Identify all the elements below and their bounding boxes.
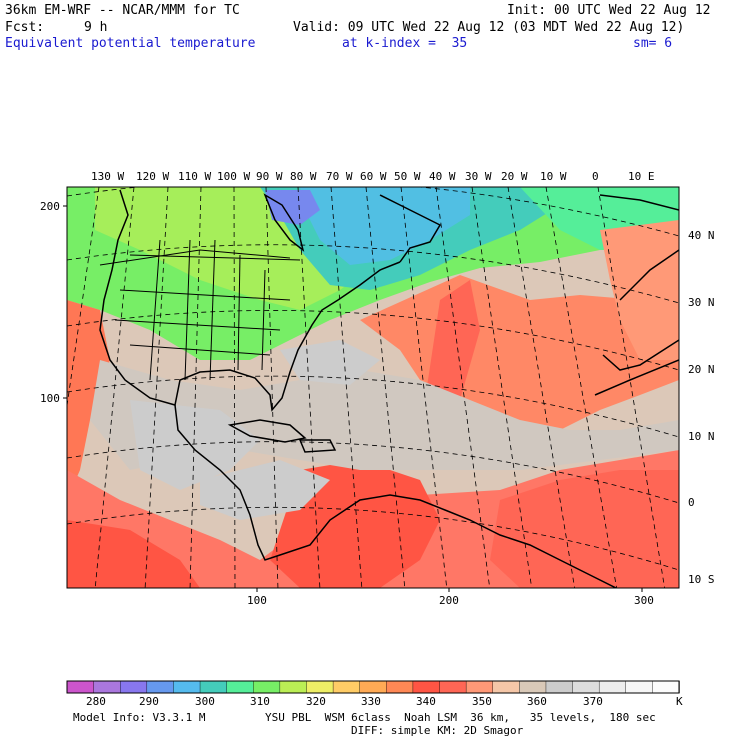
colorbar-label: 360 xyxy=(527,695,547,708)
lon-label: 10 E xyxy=(628,170,655,183)
physics-line-1: YSU PBL WSM 6class Noah LSM 36 km, 35 le… xyxy=(265,711,656,724)
lon-label: 30 W xyxy=(465,170,492,183)
lat-label: 30 N xyxy=(688,296,715,309)
lon-label: 10 W xyxy=(540,170,567,183)
colorbar-label: 300 xyxy=(195,695,215,708)
colorbar-unit: K xyxy=(676,695,683,708)
colorbar-swatch xyxy=(146,680,175,694)
lat-label: 10 N xyxy=(688,430,715,443)
colorbar-swatch xyxy=(625,680,654,694)
colorbar-swatch xyxy=(93,680,121,694)
grid-x-label: 300 xyxy=(634,594,654,607)
colorbar-swatch xyxy=(519,680,547,694)
colorbar-swatch xyxy=(120,680,148,694)
colorbar-swatch xyxy=(173,680,201,694)
lon-label: 80 W xyxy=(290,170,317,183)
coastlines xyxy=(99,189,679,588)
lon-label: 120 W xyxy=(136,170,169,183)
colorbar-swatch xyxy=(652,680,680,694)
smoothing-label: sm= 6 xyxy=(633,36,673,51)
lon-label: 130 W xyxy=(91,170,124,183)
colorbar-label: 350 xyxy=(472,695,492,708)
colorbar-label: 330 xyxy=(361,695,381,708)
physics-line-2: DIFF: simple KM: 2D Smagor xyxy=(351,724,524,737)
grid-index-labels: 100 200 300 200 100 xyxy=(40,200,654,607)
lat-lon-graticule xyxy=(67,187,679,588)
lon-label: 110 W xyxy=(178,170,211,183)
grid-y-label: 200 xyxy=(40,200,60,213)
grid-ticks xyxy=(63,205,643,592)
lat-label: 40 N xyxy=(688,229,715,242)
longitude-labels: 130 W 120 W 110 W 100 W 90 W 80 W 70 W 6… xyxy=(91,170,655,183)
colorbar-label: 370 xyxy=(583,695,603,708)
colorbar xyxy=(66,680,680,694)
init-time: Init: 00 UTC Wed 22 Aug 12 xyxy=(507,3,711,18)
colorbar-label: 320 xyxy=(306,695,326,708)
grid-x-label: 100 xyxy=(247,594,267,607)
lon-label: 40 W xyxy=(429,170,456,183)
model-info: Model Info: V3.3.1 M xyxy=(73,711,206,724)
colorbar-swatch xyxy=(199,680,228,694)
colorbar-label: 310 xyxy=(250,695,270,708)
colorbar-label: 340 xyxy=(416,695,436,708)
colorbar-labels: 280 290 300 310 320 330 340 350 360 370 … xyxy=(86,695,683,708)
grid-y-label: 100 xyxy=(40,392,60,405)
lon-label: 20 W xyxy=(501,170,528,183)
colorbar-swatch xyxy=(572,680,600,694)
colorbar-swatch xyxy=(279,680,308,694)
colorbar-swatch xyxy=(598,680,627,694)
colorbar-swatch xyxy=(66,680,95,694)
lon-label: 0 xyxy=(592,170,599,183)
lon-label: 100 W xyxy=(217,170,250,183)
colorbar-swatch xyxy=(465,680,494,694)
colorbar-swatch xyxy=(332,680,361,694)
lon-label: 60 W xyxy=(360,170,387,183)
lat-label: 0 xyxy=(688,496,695,509)
lon-label: 70 W xyxy=(326,170,353,183)
theta-e-field xyxy=(67,187,679,588)
colorbar-swatch xyxy=(492,680,521,694)
colorbar-swatch xyxy=(253,680,281,694)
colorbar-swatch xyxy=(545,680,574,694)
colorbar-swatch xyxy=(386,680,414,694)
lat-label: 20 N xyxy=(688,363,715,376)
colorbar-swatch xyxy=(226,680,254,694)
colorbar-swatch xyxy=(359,680,388,694)
lon-label: 90 W xyxy=(256,170,283,183)
field-name: Equivalent potential temperature xyxy=(5,36,256,51)
colorbar-swatch xyxy=(412,680,441,694)
state-borders xyxy=(99,239,301,381)
lon-label: 50 W xyxy=(394,170,421,183)
colorbar-label: 280 xyxy=(86,695,106,708)
grid-x-label: 200 xyxy=(439,594,459,607)
latitude-labels: 40 N 30 N 20 N 10 N 0 10 S xyxy=(688,229,715,586)
colorbar-swatch xyxy=(439,680,467,694)
colorbar-label: 290 xyxy=(139,695,159,708)
map-frame xyxy=(66,186,680,589)
forecast-label: Fcst: xyxy=(5,20,45,35)
colorbar-swatch xyxy=(306,680,334,694)
level-label: at k-index = 35 xyxy=(342,36,468,51)
colorbar-frame xyxy=(66,680,680,694)
model-title: 36km EM-WRF -- NCAR/MMM for TC xyxy=(5,3,240,18)
forecast-hour: 9 h xyxy=(84,20,108,35)
lat-label: 10 S xyxy=(688,573,715,586)
valid-time: Valid: 09 UTC Wed 22 Aug 12 (03 MDT Wed … xyxy=(293,20,685,35)
